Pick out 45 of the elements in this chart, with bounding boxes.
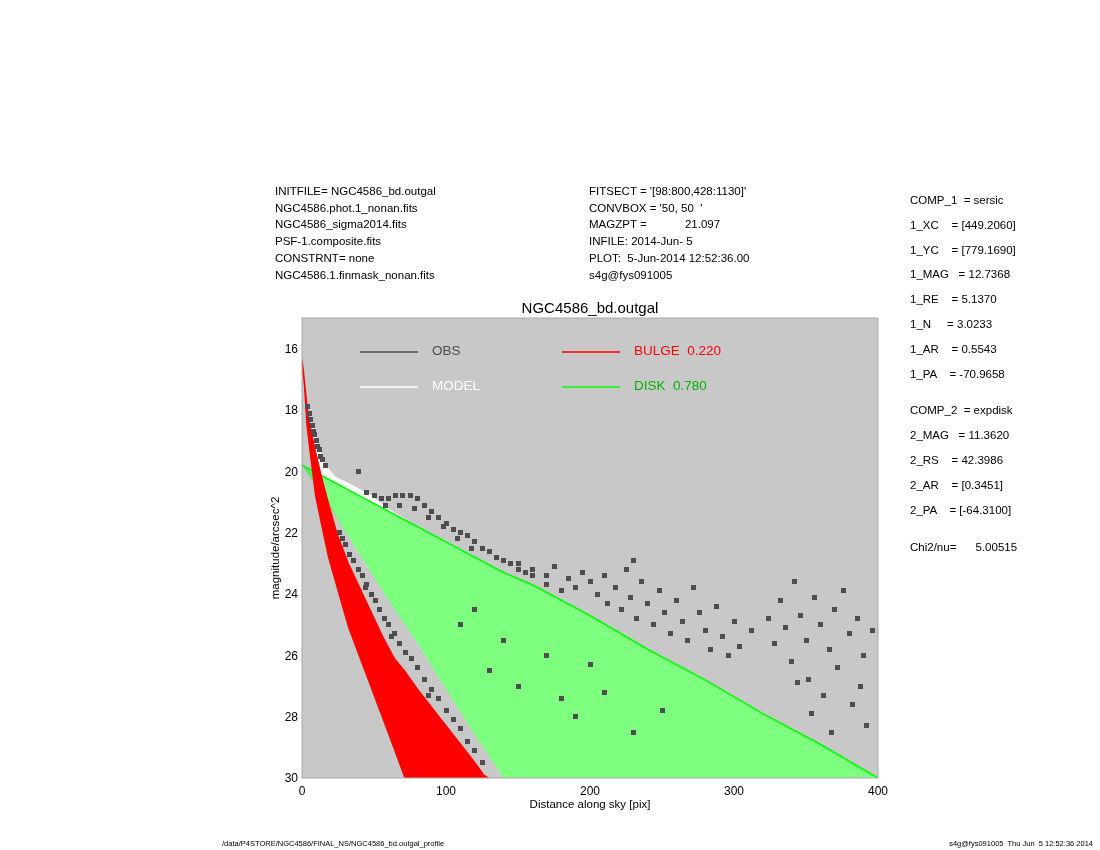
x-tick-label: 400 (867, 784, 889, 798)
x-tick-label: 0 (298, 784, 306, 798)
y-tick-label: 22 (284, 525, 299, 540)
text: NGC4586.phot.1_nonan.fits (275, 201, 418, 214)
y-tick-label: 24 (284, 587, 299, 602)
x-tick-label: 100 (435, 784, 457, 798)
legend-label: OBS (432, 342, 461, 358)
text: 1_YC = [779.1690] (910, 243, 1016, 256)
y-tick-label: 18 (284, 403, 299, 418)
text: 1_AR = 0.5543 (910, 342, 997, 355)
text: 2_RS = 42.3986 (910, 453, 1004, 466)
text: 2_MAG = 11.3620 (910, 428, 1010, 441)
text: 1_PA = -70.9658 (910, 367, 1005, 380)
y-tick-label: 26 (284, 648, 299, 663)
text: 2_PA = [-64.3100] (910, 503, 1012, 516)
text: COMP_2 = expdisk (910, 404, 1013, 416)
x-tick-label: 200 (579, 784, 601, 798)
legend-label: DISK 0.780 (634, 377, 707, 393)
y-tick-label: 30 (284, 771, 299, 786)
x-axis-title: Distance along sky [pix] (529, 798, 651, 810)
text: COMP_1 = sersic (910, 194, 1004, 206)
text: Chi2/nu= 5.00515 (910, 541, 1018, 553)
text: 1_N = 3.0233 (910, 318, 993, 330)
legend-label: BULGE 0.220 (634, 342, 722, 358)
text: PLOT: 5-Jun-2014 12:52:36.00 (589, 251, 750, 264)
text: CONSTRNT= none (275, 251, 375, 264)
y-axis-title: magnitude/arcsec^2 (269, 496, 281, 600)
text: NGC4586_sigma2014.fits (275, 218, 407, 231)
y-tick-label: 20 (284, 464, 299, 479)
text: INFILE: 2014-Jun- 5 (589, 235, 693, 248)
text: s4g@fys091005 (589, 268, 673, 281)
y-tick-label: 16 (284, 341, 299, 356)
y-tick-label: 28 (284, 709, 299, 724)
text: 2_AR = [0.3451] (910, 478, 1004, 491)
text: FITSECT = '[98:800,428:1130]' (589, 185, 747, 197)
text: 1_MAG = 12.7368 (910, 268, 1011, 281)
chart-title: NGC4586_bd.outgal (521, 299, 659, 316)
text: 1_RE = 5.1370 (910, 293, 997, 306)
text: PSF-1.composite.fits (275, 235, 382, 248)
text: NGC4586.1.finmask_nonan.fits (275, 268, 436, 281)
x-tick-label: 300 (723, 784, 745, 798)
text: 1_XC = [449.2060] (910, 218, 1016, 231)
text: CONVBOX = '50, 50 ' (589, 201, 703, 214)
text: MAGZPT = 21.097 (589, 218, 721, 231)
text: INITFILE= NGC4586_bd.outgal (275, 185, 436, 197)
